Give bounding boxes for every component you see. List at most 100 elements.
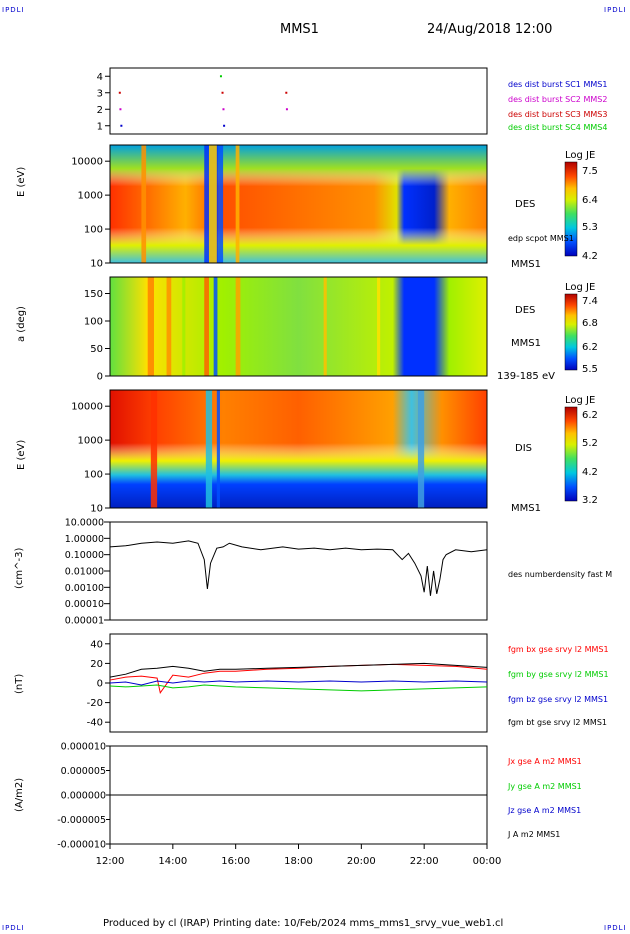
dis-stripe-2 (417, 390, 425, 508)
legend-bz: fgm bz gse srvy l2 MMS1 (508, 695, 609, 704)
legend-jx: Jx gse A m2 MMS1 (508, 757, 582, 766)
colorbar-tick-des-0: 7.5 (582, 166, 598, 177)
dis-stripe-1 (216, 390, 220, 508)
y-label-current: (A/m2) (14, 777, 25, 812)
colorbar-tick-pa-3: 5.5 (582, 364, 598, 375)
burst-ytick-3: 3 (97, 88, 103, 99)
des-colorbar (564, 161, 578, 257)
burst-panel-frame (109, 67, 488, 135)
pa-des-label: DES (515, 305, 536, 316)
ytick-density-0.00001: 0.00001 (65, 616, 104, 627)
dis-stripe-0 (205, 390, 213, 508)
ytick-des-energy-spectrogram-10: 10 (90, 259, 103, 270)
ytick-dis-energy-spectrogram-100: 100 (84, 470, 103, 481)
bfield-panel-frame (109, 633, 488, 733)
ytick-bfield--40: -40 (87, 718, 103, 729)
ytick-current--0.000010: -0.000010 (57, 840, 106, 851)
ytick-density-0.00100: 0.00100 (65, 583, 104, 594)
legend-burst-sc4: des dist burst SC4 MMS4 (508, 123, 608, 132)
ytick-density-0.10000: 0.10000 (65, 550, 104, 561)
pa-stripe-7 (377, 277, 381, 376)
bfield-line-1 (109, 684, 488, 692)
y-label-dis-energy: E (eV) (16, 439, 27, 470)
des-pitch-angle-heatmap (110, 277, 487, 376)
colorbar-tick-pa-2: 6.2 (582, 342, 598, 353)
legend-jz: Jz gse A m2 MMS1 (508, 806, 582, 815)
burst-point-0-1 (223, 124, 226, 127)
legend-density: des numberdensity fast M (508, 570, 613, 579)
xtick-label-2: 16:00 (221, 856, 250, 867)
y-label-density: (cm^-3) (14, 547, 25, 589)
ytick-pitch-100: 100 (84, 317, 103, 328)
ytick-bfield-40: 40 (90, 639, 103, 650)
des-pitch-angle-frame (109, 276, 488, 377)
burst-point-1-2 (285, 108, 288, 111)
des-spectrogram-frame (109, 144, 488, 264)
ytick-bfield-0: 0 (97, 679, 103, 690)
burst-point-1-1 (222, 108, 225, 111)
xtick-label-5: 22:00 (410, 856, 439, 867)
footer-credit: Produced by cl (IRAP) Printing date: 10/… (103, 918, 504, 929)
dis-spectrogram-heatmap (110, 390, 487, 508)
des-stripe-3 (141, 145, 147, 263)
dis-stripe-3 (150, 390, 158, 508)
ytick-density-1.00000: 1.00000 (65, 534, 104, 545)
legend-burst-sc3: des dist burst SC3 MMS3 (508, 110, 608, 119)
legend-burst-sc1: des dist burst SC1 MMS1 (508, 80, 608, 89)
burst-point-2-0 (118, 91, 121, 94)
bfield-line-3 (109, 662, 488, 678)
ytick-des-energy-spectrogram-1000: 1000 (78, 191, 103, 202)
corner-tag-bottom-right: IPDLI (604, 924, 627, 932)
y-label-bfield: (nT) (14, 673, 25, 694)
des-mms1-label: MMS1 (511, 259, 541, 270)
ytick-des-energy-spectrogram-100: 100 (84, 225, 103, 236)
pa-energy-range-label: 139-185 eV (497, 371, 555, 382)
burst-point-0-0 (120, 124, 123, 127)
ytick-bfield--20: -20 (87, 698, 103, 709)
des-spectrogram-heatmap (110, 145, 487, 263)
spacecraft-title: MMS1 (280, 22, 319, 37)
colorbar-tick-dis-1: 5.2 (582, 438, 598, 449)
colorbar-tick-des-3: 4.2 (582, 251, 598, 262)
pa-colorbar (564, 293, 578, 371)
xtick-label-0: 12:00 (96, 856, 125, 867)
ytick-pitch-150: 150 (84, 289, 103, 300)
ytick-bfield-20: 20 (90, 659, 103, 670)
corner-tag-bottom-left: IPDLI (2, 924, 25, 932)
des-stripe-2 (218, 145, 224, 263)
ytick-current-0.000005: 0.000005 (61, 766, 106, 777)
corner-tag-top-left: IPDLI (2, 6, 25, 14)
legend-bt: fgm bt gse srvy l2 MMS1 (508, 718, 607, 727)
burst-point-3-0 (219, 75, 222, 78)
dis-label: DIS (515, 443, 532, 454)
dis-spectrogram-frame (109, 389, 488, 509)
pa-stripe-5 (235, 277, 241, 376)
pa-stripe-0 (147, 277, 154, 376)
dis-colorbar (564, 406, 578, 502)
pa-mms1-label: MMS1 (511, 338, 541, 349)
pa-stripe-3 (204, 277, 209, 376)
colorbar-tick-pa-1: 6.8 (582, 318, 598, 329)
datetime-title: 24/Aug/2018 12:00 (427, 22, 553, 37)
burst-point-2-1 (221, 91, 224, 94)
burst-ytick-4: 4 (97, 72, 103, 83)
xtick-label-1: 14:00 (158, 856, 187, 867)
ytick-density-0.01000: 0.01000 (65, 567, 104, 578)
colorbar-tick-dis-2: 4.2 (582, 467, 598, 478)
legend-burst-sc2: des dist burst SC2 MMS2 (508, 95, 608, 104)
legend-by: fgm by gse srvy l2 MMS1 (508, 670, 609, 679)
xtick-label-3: 18:00 (284, 856, 313, 867)
scpot-label: edp scpot MMS1 (508, 234, 574, 243)
pa-stripe-2 (182, 277, 186, 376)
y-label-des-energy: E (eV) (16, 166, 27, 197)
colorbar-tick-dis-3: 3.2 (582, 495, 598, 506)
ytick-pitch-0: 0 (97, 372, 103, 383)
legend-jy: Jy gse A m2 MMS1 (508, 782, 582, 791)
colorbar-tick-des-2: 5.3 (582, 222, 598, 233)
burst-ytick-2: 2 (97, 105, 103, 116)
bfield-line-2 (109, 680, 488, 686)
ytick-dis-energy-spectrogram-10: 10 (90, 504, 103, 515)
pa-stripe-1 (166, 277, 172, 376)
ytick-dis-energy-spectrogram-10000: 10000 (71, 402, 103, 413)
colorbar-title-des: Log JE (565, 150, 596, 161)
